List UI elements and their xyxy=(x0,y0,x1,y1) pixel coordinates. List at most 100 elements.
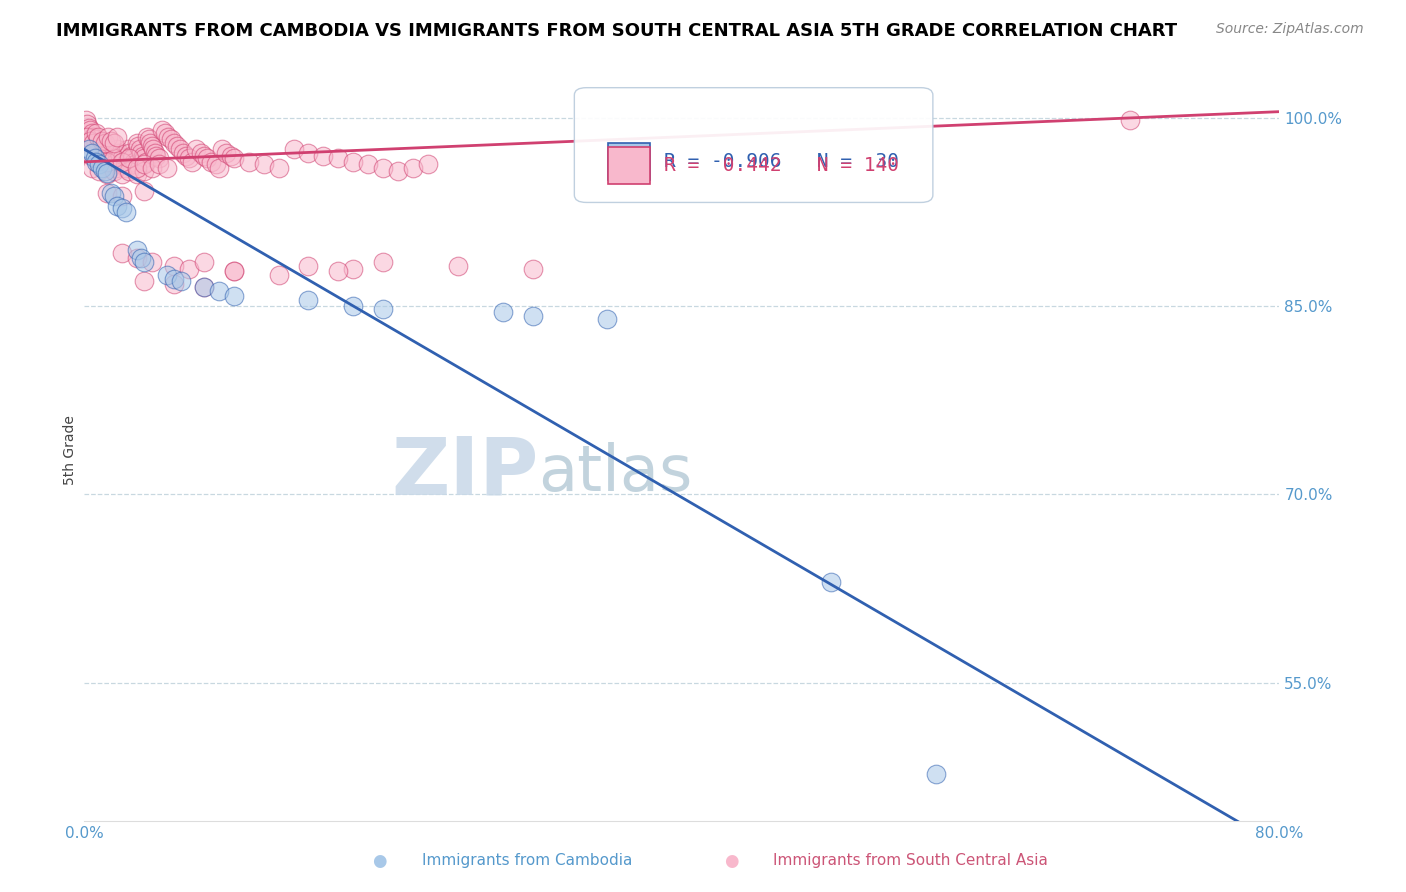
Point xyxy=(373,301,395,316)
Point xyxy=(103,157,125,171)
Point xyxy=(105,129,128,144)
Point xyxy=(76,117,98,131)
Point xyxy=(132,274,156,288)
Point xyxy=(79,134,101,148)
Point xyxy=(86,154,108,169)
Point xyxy=(387,163,409,178)
Point xyxy=(222,151,245,165)
Point xyxy=(128,142,150,156)
Point xyxy=(492,305,515,319)
Text: ●: ● xyxy=(724,852,738,870)
Point xyxy=(91,161,114,175)
Point xyxy=(208,161,231,175)
Point xyxy=(139,136,162,150)
Point xyxy=(111,154,134,169)
Point xyxy=(177,151,200,165)
Point xyxy=(77,142,100,156)
Point xyxy=(141,255,163,269)
Point xyxy=(297,259,319,273)
Point xyxy=(132,163,156,178)
Point xyxy=(80,126,103,140)
Point xyxy=(111,246,134,260)
Point xyxy=(447,259,470,273)
Point xyxy=(373,255,395,269)
Point xyxy=(111,201,134,215)
Text: R =  0.442   N = 140: R = 0.442 N = 140 xyxy=(664,156,898,175)
Point xyxy=(124,157,146,171)
Point xyxy=(103,151,125,165)
Point xyxy=(122,154,145,169)
Text: ZIP: ZIP xyxy=(391,434,538,512)
Point xyxy=(100,151,122,165)
Point xyxy=(148,151,170,165)
Point xyxy=(312,148,335,162)
Point xyxy=(75,113,97,128)
Point xyxy=(118,163,141,178)
Point xyxy=(125,161,148,175)
Point xyxy=(125,168,148,182)
Point xyxy=(94,151,117,165)
Point xyxy=(342,261,364,276)
Point xyxy=(132,151,156,165)
Point xyxy=(416,157,439,171)
Point xyxy=(195,151,218,165)
Point xyxy=(155,161,177,175)
Point xyxy=(80,161,103,175)
Point xyxy=(193,255,215,269)
Point xyxy=(141,138,163,153)
Point xyxy=(166,138,188,153)
Point xyxy=(89,163,111,178)
Point xyxy=(104,161,127,175)
Point xyxy=(193,148,215,162)
Point xyxy=(98,161,121,175)
Point xyxy=(110,148,132,162)
Point xyxy=(83,132,105,146)
Point xyxy=(160,132,183,146)
Point xyxy=(77,120,100,135)
FancyBboxPatch shape xyxy=(607,144,650,180)
Point xyxy=(89,151,111,165)
Point xyxy=(170,274,193,288)
Point xyxy=(96,154,118,169)
Point xyxy=(522,261,544,276)
Point xyxy=(87,138,110,153)
Point xyxy=(155,268,177,282)
Point xyxy=(215,146,238,161)
Point xyxy=(328,151,350,165)
Point xyxy=(402,161,425,175)
Point xyxy=(222,264,245,278)
Point xyxy=(135,154,157,169)
Point xyxy=(157,129,180,144)
Point xyxy=(253,157,276,171)
Point xyxy=(190,146,212,161)
Point xyxy=(297,146,319,161)
Point xyxy=(80,146,103,161)
Point xyxy=(373,161,395,175)
Point xyxy=(163,259,186,273)
FancyBboxPatch shape xyxy=(607,147,650,184)
Point xyxy=(267,268,290,282)
Point xyxy=(342,154,364,169)
Point xyxy=(163,136,186,150)
Text: Immigrants from Cambodia: Immigrants from Cambodia xyxy=(422,854,633,868)
Point xyxy=(76,129,98,144)
Point xyxy=(121,151,143,165)
Point xyxy=(208,284,231,298)
Point xyxy=(142,142,165,156)
Text: R = -0.906   N =  30: R = -0.906 N = 30 xyxy=(664,153,898,171)
Point xyxy=(174,148,197,162)
Point xyxy=(820,575,842,590)
Point xyxy=(97,129,120,144)
Text: ●: ● xyxy=(373,852,387,870)
Point xyxy=(96,186,118,201)
FancyBboxPatch shape xyxy=(575,87,934,202)
Point xyxy=(132,184,156,198)
Point xyxy=(200,154,222,169)
Point xyxy=(143,146,166,161)
Point xyxy=(103,163,125,178)
Point xyxy=(96,166,118,180)
Point xyxy=(186,142,208,156)
Point xyxy=(163,277,186,291)
Point xyxy=(87,129,110,144)
Point xyxy=(181,154,204,169)
